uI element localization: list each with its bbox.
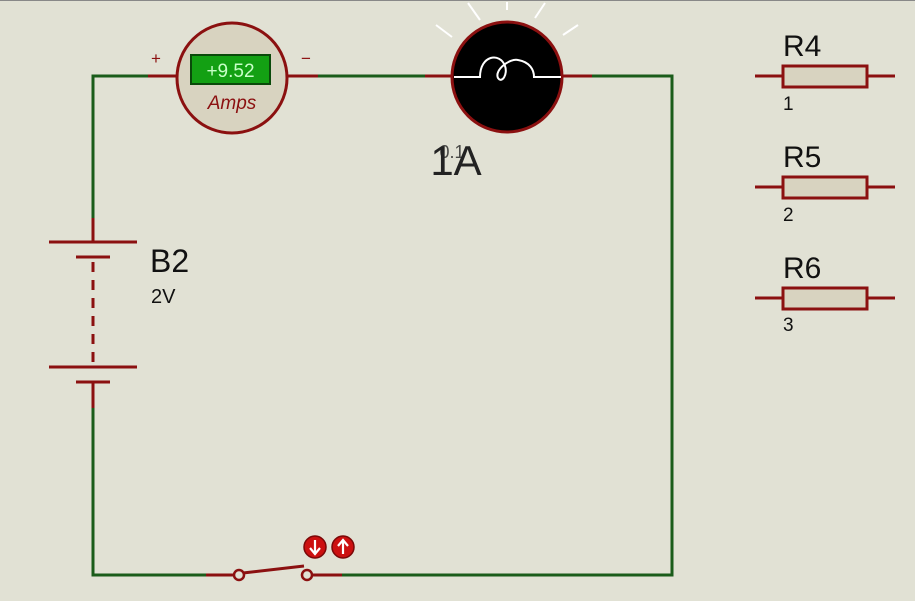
ammeter-minus-sign: − (301, 49, 311, 68)
battery-ref-label: B2 (150, 243, 189, 279)
wire-right-loop[interactable] (342, 74, 674, 577)
arrow-down-icon[interactable] (303, 535, 327, 559)
switch[interactable] (206, 535, 355, 582)
resistor-r4[interactable]: R4 1 (755, 30, 895, 115)
resistor-r5[interactable]: R5 2 (755, 141, 895, 226)
wire-top-left[interactable] (91, 74, 148, 218)
resistor-value-label: 3 (783, 315, 794, 336)
lamp-current-label: 1A (430, 137, 481, 184)
switch-contact-left (232, 568, 246, 582)
lamp-glow-rays (435, 2, 579, 38)
resistor-ref-label: R6 (783, 252, 821, 285)
resistor-body[interactable] (781, 175, 869, 200)
lamp-value-label: 0.1 (439, 142, 464, 162)
resistor-value-label: 1 (783, 94, 794, 115)
ammeter-plus-sign: + (151, 49, 161, 68)
switch-lever[interactable] (242, 564, 305, 575)
resistor-r6[interactable]: R6 3 (755, 252, 895, 336)
lamp-bulb[interactable] (450, 20, 564, 134)
circuit-wires[interactable] (91, 74, 674, 577)
resistor-ref-label: R5 (783, 141, 821, 174)
ammeter-unit-label: Amps (207, 93, 257, 114)
resistor-value-label: 2 (783, 205, 794, 226)
resistor-ref-label: R4 (783, 30, 821, 63)
switch-contact-right (300, 568, 314, 582)
lamp-filament (454, 56, 561, 81)
ammeter[interactable]: +9.52 Amps + − (148, 21, 318, 135)
lamp[interactable]: 1A 0.1 (425, 2, 592, 184)
resistor-body[interactable] (781, 286, 869, 311)
ammeter-reading: +9.52 (206, 61, 254, 82)
battery[interactable]: B2 2V (49, 218, 189, 408)
ammeter-display (190, 54, 271, 85)
battery-value-label: 2V (151, 286, 176, 308)
resistor-body[interactable] (781, 64, 869, 89)
arrow-up-icon[interactable] (331, 535, 355, 559)
wire-bottom-left[interactable] (91, 408, 206, 577)
